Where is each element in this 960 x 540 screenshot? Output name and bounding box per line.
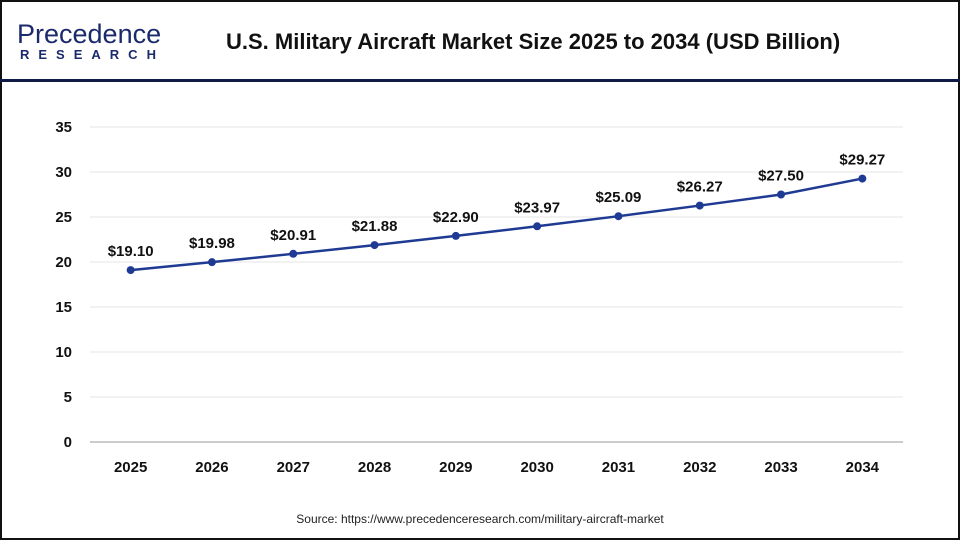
- y-tick-label: 0: [64, 434, 72, 451]
- data-point: [370, 241, 379, 250]
- data-point: [614, 212, 623, 221]
- x-tick-label: 2033: [764, 459, 797, 476]
- y-tick-label: 10: [55, 344, 72, 361]
- x-tick-label: 2026: [195, 459, 228, 476]
- data-point: [777, 190, 786, 199]
- y-tick-label: 15: [55, 299, 72, 316]
- data-point: [533, 222, 542, 231]
- data-label: $25.09: [596, 189, 642, 206]
- logo-line2: RESEARCH: [20, 47, 165, 62]
- series-line: [130, 177, 863, 272]
- source-text: Source: https://www.precedenceresearch.c…: [296, 512, 664, 526]
- data-label: $19.10: [108, 243, 154, 260]
- x-tick-label: 2027: [277, 459, 310, 476]
- data-point: [695, 201, 704, 210]
- data-label: $21.88: [352, 218, 398, 235]
- data-label: $20.91: [270, 227, 316, 244]
- precedence-research-logo: Precedence RESEARCH: [17, 20, 165, 62]
- x-tick-label: 2028: [358, 459, 391, 476]
- data-label: $23.97: [514, 199, 560, 216]
- x-tick-label: 2029: [439, 459, 472, 476]
- y-tick-label: 5: [64, 389, 72, 406]
- data-label: $29.27: [839, 152, 885, 169]
- data-point: [289, 249, 298, 258]
- x-tick-label: 2025: [114, 459, 147, 476]
- data-label: $22.90: [433, 209, 479, 226]
- x-tick-label: 2032: [683, 459, 716, 476]
- y-tick-label: 35: [55, 119, 72, 136]
- data-point: [858, 174, 867, 183]
- y-tick-label: 25: [55, 209, 72, 226]
- logo-line1: Precedence: [17, 19, 162, 49]
- data-label: $26.27: [677, 179, 723, 196]
- y-tick-label: 20: [55, 254, 72, 271]
- header-divider: [0, 79, 960, 82]
- data-point: [126, 266, 135, 275]
- x-tick-label: 2034: [846, 459, 880, 476]
- data-point: [207, 258, 216, 267]
- data-point: [451, 231, 460, 240]
- chart-title: U.S. Military Aircraft Market Size 2025 …: [226, 29, 841, 54]
- x-tick-label: 2030: [520, 459, 553, 476]
- data-label: $27.50: [758, 168, 804, 185]
- x-tick-label: 2031: [602, 459, 635, 476]
- y-tick-label: 30: [55, 164, 72, 181]
- data-label: $19.98: [189, 235, 235, 252]
